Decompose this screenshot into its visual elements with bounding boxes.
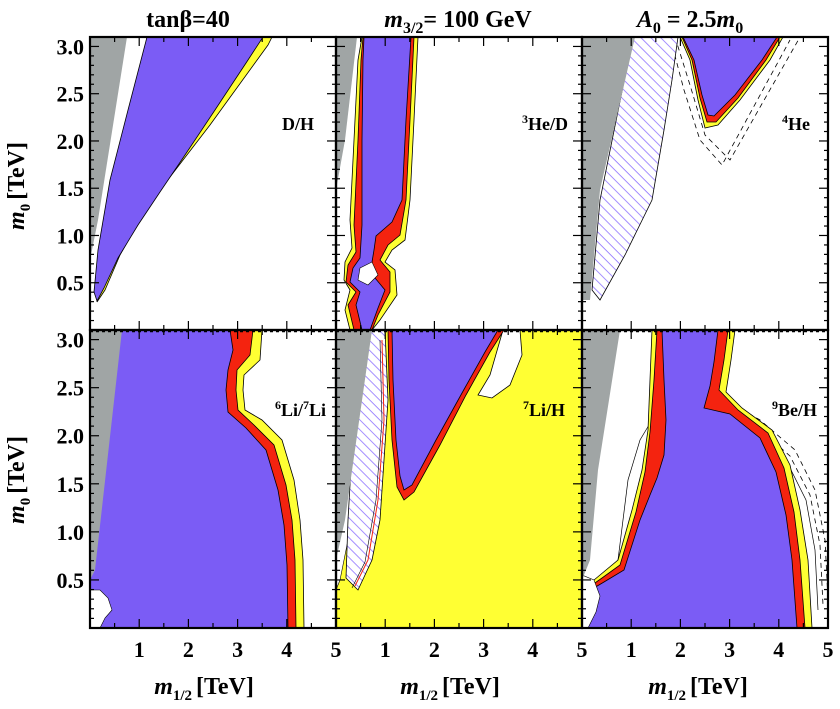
contour-dashed xyxy=(669,37,791,166)
x-tick-label: 2 xyxy=(675,637,686,662)
y-axis-labels: m0[TeV] m0[TeV] xyxy=(4,142,34,524)
white-island xyxy=(477,330,523,399)
y-tick-label: 2.0 xyxy=(57,424,85,449)
x-axis-label: m1/2 [TeV] xyxy=(154,674,254,704)
allowed-region xyxy=(93,37,264,303)
x-tick-label: 1 xyxy=(380,637,391,662)
allowed-region xyxy=(349,37,412,330)
contour-dashed xyxy=(724,399,828,601)
hatched-region xyxy=(591,37,679,301)
x-axis-label: m1/2 [TeV] xyxy=(400,674,500,704)
x-tick-label: 3 xyxy=(478,637,489,662)
y-axis-label: m0[TeV] xyxy=(4,436,34,524)
column-titles: tanβ=40 m3/2= 100 GeV A0 = 2.5m0 xyxy=(146,7,743,37)
label-he3d: 3He/D xyxy=(522,112,568,134)
label-li6li7: 6Li/7Li xyxy=(275,398,326,420)
excluded-region xyxy=(582,330,620,580)
tick-labels: 0.5 1.0 1.5 2.0 2.5 3.0 0.5 1.0 1.5 2.0 2.5 3.0 1 2 3 4… xyxy=(57,34,834,662)
white-island xyxy=(357,261,379,286)
y-tick-label: 1.0 xyxy=(57,520,85,545)
panel-he3d xyxy=(336,37,582,330)
contour-dashed xyxy=(721,404,824,606)
x-axis-labels: m1/2 [TeV] m1/2 [TeV] m1/2 [TeV] xyxy=(154,674,748,704)
x-tick-label: 5 xyxy=(331,637,342,662)
y-tick-label: 3.0 xyxy=(57,34,85,59)
contour-line xyxy=(351,339,383,589)
panel-be9h xyxy=(582,330,828,628)
x-tick-label: 1 xyxy=(626,637,637,662)
label-li7h: 7Li/H xyxy=(523,398,565,420)
x-tick-label: 1 xyxy=(134,637,145,662)
x-axis-label: m1/2 [TeV] xyxy=(648,674,748,704)
y-tick-label: 3.0 xyxy=(57,328,85,353)
x-tick-label: 2 xyxy=(429,637,440,662)
allowed-region xyxy=(90,330,289,628)
tick-marks xyxy=(90,37,828,628)
x-tick-label: 4 xyxy=(773,637,784,662)
y-tick-label: 2.5 xyxy=(57,82,85,107)
x-tick-label: 5 xyxy=(823,637,834,662)
y-tick-label: 2.5 xyxy=(57,376,85,401)
x-tick-label: 3 xyxy=(724,637,735,662)
panel-he4 xyxy=(582,37,828,330)
title-middle: m3/2= 100 GeV xyxy=(384,7,532,37)
y-axis-label: m0[TeV] xyxy=(4,142,34,230)
y-tick-label: 2.0 xyxy=(57,129,85,154)
label-be9h: 9Be/H xyxy=(772,398,817,420)
allowed-region xyxy=(391,330,499,491)
y-tick-label: 0.5 xyxy=(57,568,85,593)
contour-dashed xyxy=(674,37,801,161)
excluded-region xyxy=(90,330,122,580)
contour-line xyxy=(354,339,385,587)
title-left: tanβ=40 xyxy=(146,7,230,33)
excluded-region xyxy=(582,37,635,300)
label-he4: 4He xyxy=(782,112,810,134)
allowed-region xyxy=(682,37,778,117)
excluded-region xyxy=(90,37,127,260)
x-tick-label: 4 xyxy=(281,637,292,662)
panel-li7h xyxy=(336,330,582,628)
x-tick-label: 2 xyxy=(183,637,194,662)
label-dh: D/H xyxy=(282,114,314,134)
white-region xyxy=(582,574,601,628)
allowed-region xyxy=(582,330,798,628)
title-right: A0 = 2.5m0 xyxy=(635,7,743,37)
y-tick-label: 1.5 xyxy=(57,472,85,497)
panel-labels: D/H 3He/D 4He 6Li/7Li 7Li/H 9Be/H xyxy=(275,112,817,420)
white-region xyxy=(90,589,113,628)
x-tick-label: 5 xyxy=(577,637,588,662)
x-tick-label: 4 xyxy=(527,637,538,662)
excluded-region xyxy=(336,37,357,190)
panel-li6li7 xyxy=(90,330,336,628)
x-tick-label: 3 xyxy=(232,637,243,662)
y-tick-label: 1.0 xyxy=(57,223,85,248)
contour-line xyxy=(617,419,653,561)
y-tick-label: 1.5 xyxy=(57,176,85,201)
panel-dh xyxy=(90,37,336,330)
y-tick-label: 0.5 xyxy=(57,271,85,296)
